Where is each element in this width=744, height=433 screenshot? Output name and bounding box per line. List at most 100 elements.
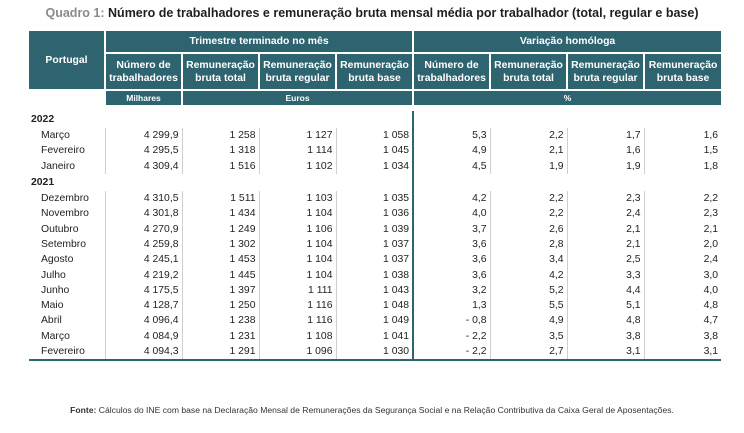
value-cell: 3,5 [489,328,568,344]
value-cell: 1 104 [258,252,336,268]
value-cell: 4 219,2 [104,267,182,283]
value-cell: 2,1 [566,221,645,237]
value-cell: 4 245,1 [104,252,182,268]
value-cell: 1 104 [258,267,336,283]
value-cell: 1 104 [258,206,336,222]
table-row: Julho 4 219,2 1 445 1 104 1 038 3,6 4,2 3,3 3,0 [29,267,722,283]
value-cell: 1 249 [181,221,259,237]
column-header: Número de trabalhadores [104,53,183,90]
empty-cell [490,174,567,191]
empty-cell [182,174,259,191]
value-cell: 4,9 [489,313,568,329]
empty-cell [259,174,336,191]
value-cell: 2,2 [489,128,568,144]
value-cell: 1 445 [181,267,259,283]
table-title: Quadro 1: Número de trabalhadores e remu… [0,6,744,20]
value-cell: 2,4 [643,252,722,268]
value-cell: 4,2 [412,190,491,207]
empty-cell [644,174,721,191]
month-label: Janeiro [41,160,76,172]
value-cell: 2,1 [489,143,568,159]
title-prefix: Quadro 1: [45,6,105,20]
value-cell: 1,9 [566,158,645,174]
month-label: Abril [41,315,62,327]
unit-euros: Euros [180,89,415,105]
value-cell: 1 106 [258,221,336,237]
empty-cell [490,111,567,128]
value-cell: - 2,2 [412,328,491,344]
column-header: Número de trabalhadores [412,53,492,90]
value-cell: 1 231 [181,328,259,344]
value-cell: 2,0 [643,236,722,253]
month-label: Novembro [41,208,89,220]
value-cell: 1 516 [181,158,259,174]
value-cell: 4,0 [412,206,491,222]
table-row: Outubro 4 270,9 1 249 1 106 1 039 3,7 2,6 2,1 2,… [29,221,722,237]
empty-cell [567,174,644,191]
value-cell: - 2,2 [412,343,491,362]
table-row: Maio 4 128,7 1 250 1 116 1 048 1,3 5,5 5,1 4,8 [29,297,722,314]
empty-cell [336,111,413,128]
value-cell: 3,2 [412,282,491,298]
value-cell: 1 036 [335,206,414,222]
value-cell: 1 453 [181,252,259,268]
value-cell: 1 102 [258,158,336,174]
value-cell: 2,3 [643,206,722,222]
value-cell: 4 295,5 [104,143,182,159]
empty-cell [259,111,336,128]
value-cell: 1 039 [335,221,414,237]
empty-cell [644,111,721,128]
value-cell: 3,7 [412,221,491,237]
value-cell: 1 043 [335,282,414,298]
value-cell: 1,6 [566,143,645,159]
data-table: Portugal Trimestre terminado no mês Vari… [29,31,722,362]
value-cell: 1 291 [181,343,259,362]
value-cell: 1 434 [181,206,259,222]
value-cell: 1 511 [181,190,259,207]
value-cell: 1 104 [258,236,336,253]
month-label: Março [41,330,70,342]
value-cell: 3,0 [643,267,722,283]
value-cell: 3,3 [566,267,645,283]
group-header-variacao: Variação homóloga [412,31,722,54]
value-cell: 4,4 [566,282,645,298]
value-cell: 3,6 [412,252,491,268]
value-cell: 1 111 [258,282,336,298]
value-cell: 1 258 [181,128,259,144]
value-cell: 4 175,5 [104,282,182,298]
value-cell: 3,6 [412,267,491,283]
value-cell: 1 114 [258,143,336,159]
value-cell: 2,7 [489,343,568,362]
value-cell: 1 108 [258,328,336,344]
value-cell: 2,1 [643,221,722,237]
value-cell: 1,8 [643,158,722,174]
unit-percent: % [412,89,722,105]
value-cell: 1 045 [335,143,414,159]
value-cell: 3,8 [566,328,645,344]
table-row: Abril 4 096,4 1 238 1 116 1 049- 0,8 4,9 4,8 4,… [29,313,722,329]
empty-cell [336,174,413,191]
month-label: Outubro [41,223,79,235]
value-cell: - 0,8 [412,313,491,329]
value-cell: 4 299,9 [104,128,182,144]
value-cell: 3,1 [643,343,722,362]
year-label: 2022 [31,114,55,125]
unit-spacer [29,89,106,105]
value-cell: 3,8 [643,328,722,344]
value-cell: 1 318 [181,143,259,159]
value-cell: 4 128,7 [104,297,182,314]
value-cell: 1 250 [181,297,259,314]
value-cell: 1 049 [335,313,414,329]
column-header: Remuneração bruta total [181,53,260,90]
value-cell: 1 038 [335,267,414,283]
month-label: Julho [41,269,66,281]
table-row: Junho 4 175,5 1 397 1 111 1 043 3,2 5,2 4,4 4,0 [29,282,722,298]
value-cell: 1,5 [643,143,722,159]
value-cell: 2,1 [566,236,645,253]
value-cell: 4,0 [643,282,722,298]
value-cell: 1 035 [335,190,414,207]
value-cell: 2,2 [489,190,568,207]
column-header: Remuneração bruta regular [566,53,646,90]
column-header: Remuneração bruta total [489,53,569,90]
table-row: Março 4 299,9 1 258 1 127 1 058 5,3 2,2 1,7 1,6 [29,128,722,144]
